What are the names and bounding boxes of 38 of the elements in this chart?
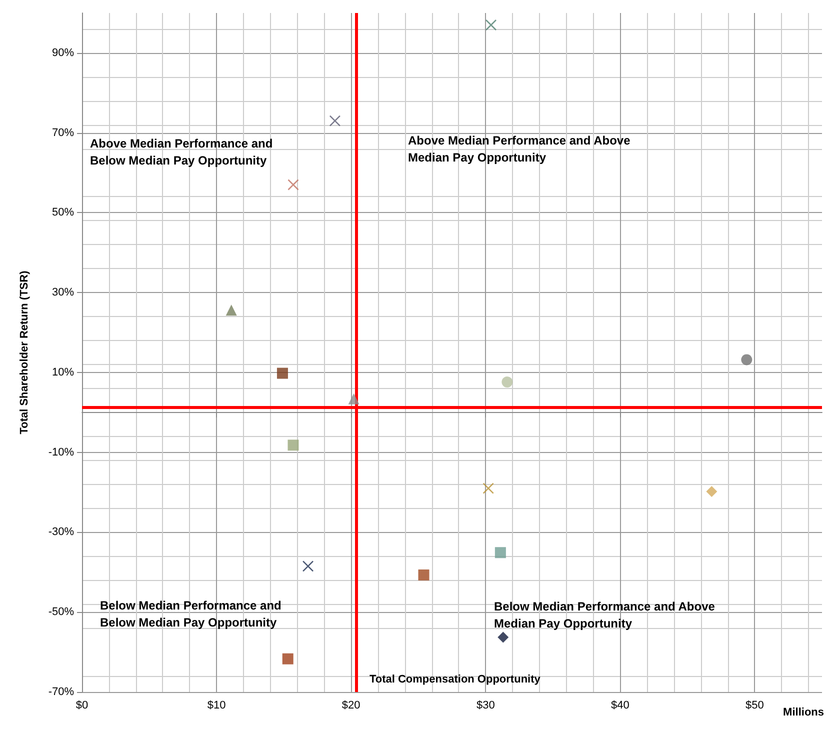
y-tick-label: 90% [52, 46, 74, 59]
x-tick-label: $40 [611, 700, 630, 712]
point [288, 440, 299, 451]
y-tick-label: 10% [52, 366, 74, 378]
y-axis-title: Total Shareholder Return (TSR) [18, 270, 30, 434]
y-tick-label: -50% [48, 606, 74, 618]
point [498, 632, 509, 643]
point [485, 19, 497, 31]
x-tick-label: $10 [207, 700, 226, 712]
point [741, 354, 752, 366]
x-tick-label: $30 [476, 700, 495, 712]
point [494, 547, 506, 558]
point [329, 115, 341, 126]
x-tick-label: $20 [342, 700, 360, 712]
point [282, 653, 294, 664]
point [418, 569, 430, 580]
point [706, 486, 718, 497]
y-tick-label: -30% [48, 526, 74, 538]
x-axis-title: Millions [783, 706, 824, 718]
point [288, 179, 299, 190]
ref-line-label: Total Compensation Opportunity [369, 674, 542, 686]
point [482, 482, 494, 494]
annotation: Above Median Performance and Below Median Pay Opportunity [90, 136, 276, 168]
point [502, 376, 513, 388]
y-tick-label: 30% [52, 286, 74, 299]
annotation: Below Median Performance and Below Median Pay Opportunity [100, 598, 285, 630]
y-tick-label: 70% [52, 126, 74, 139]
point [226, 304, 237, 316]
point [276, 368, 288, 379]
x-tick-label: $0 [76, 700, 88, 712]
point [302, 560, 314, 572]
y-tick-label: -10% [48, 446, 74, 458]
annotation: Below Median Performance and Above Median Pay Opportunity [494, 600, 718, 630]
point [348, 393, 360, 404]
annotation: Above Median Performance and Above Median Pay Opportunity [408, 134, 634, 164]
y-tick-label: -70% [48, 686, 74, 698]
x-tick-label: $50 [746, 700, 764, 712]
y-tick-label: 50% [52, 206, 74, 219]
